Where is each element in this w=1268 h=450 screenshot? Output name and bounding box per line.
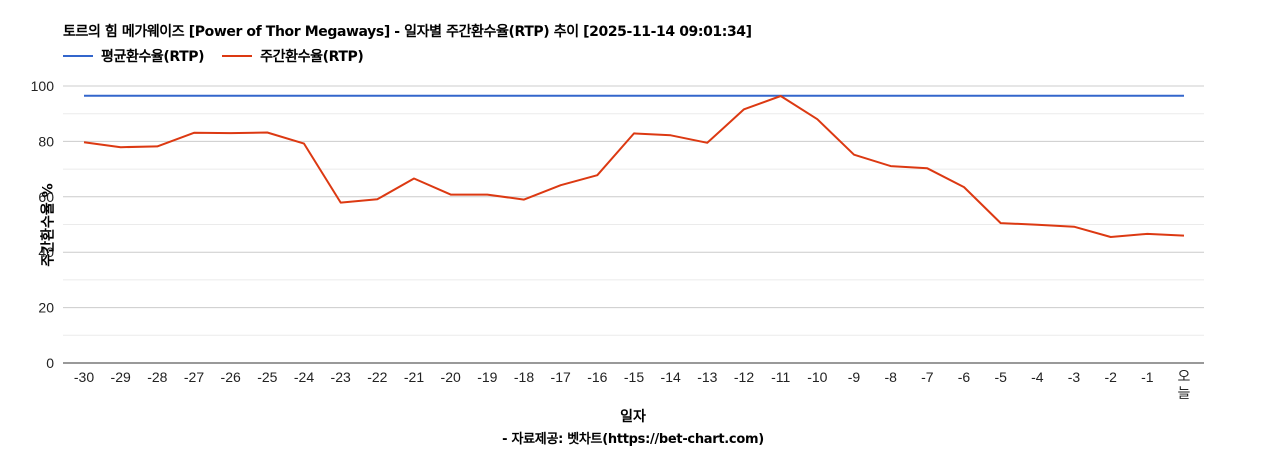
y-axis-ticks: 0 20 40 60 80 100 [31, 78, 55, 371]
y-tick-label: 80 [38, 133, 54, 149]
x-axis-label: 일자 [620, 409, 646, 425]
legend-swatch-average-icon [63, 55, 93, 57]
data-source-credit: - 자료제공: 벳차트(https://bet-chart.com) [502, 432, 764, 447]
x-tick-label: -12 [734, 369, 754, 385]
x-axis-ticks: -30 -29 -28 -27 -26 -25 -24 -23 -22 -21 -20 -19 -18 -… [74, 369, 1191, 402]
x-tick-label: -17 [551, 369, 571, 385]
y-axis-label: 주간환수율 % [40, 183, 57, 267]
x-tick-label: -21 [404, 369, 424, 385]
y-tick-label: 40 [38, 244, 54, 260]
x-tick-label: -11 [771, 369, 790, 385]
x-tick-label: -27 [184, 369, 204, 385]
x-tick-label: -9 [848, 369, 861, 385]
legend-item-weekly-rtp[interactable]: 주간환수율(RTP) [222, 46, 364, 66]
legend-swatch-weekly-icon [222, 55, 253, 57]
y-tick-label: 100 [31, 78, 55, 94]
x-tick-label: -13 [697, 369, 717, 385]
x-tick-label: -20 [441, 369, 461, 385]
x-tick-label: -23 [331, 369, 351, 385]
x-tick-label: -8 [884, 369, 897, 385]
legend-label-weekly: 주간환수율(RTP) [260, 49, 364, 65]
x-tick-label: -30 [74, 369, 94, 385]
x-tick-label: -18 [514, 369, 534, 385]
chart-legend: 평균환수율(RTP) 주간환수율(RTP) [63, 46, 381, 66]
x-tick-label: -10 [807, 369, 827, 385]
x-tick-label: -14 [661, 369, 681, 385]
x-tick-label: -22 [367, 369, 387, 385]
y-tick-label: 60 [38, 189, 54, 205]
data-lines [83, 94, 1185, 238]
x-tick-label: -5 [994, 369, 1007, 385]
x-tick-label: -26 [221, 369, 241, 385]
x-tick-label: -1 [1141, 369, 1154, 385]
y-tick-label: 0 [46, 355, 54, 371]
y-tick-label: 20 [38, 300, 54, 316]
x-tick-label: -6 [958, 369, 971, 385]
x-tick-label: -19 [477, 369, 497, 385]
legend-label-average: 평균환수율(RTP) [101, 49, 205, 65]
x-tick-label: -15 [624, 369, 644, 385]
x-tick-label: -24 [294, 369, 314, 385]
series-line-weekly-rtp[interactable] [83, 95, 1185, 238]
chart-title: 토르의 힘 메가웨이즈 [Power of Thor Megaways] - 일… [63, 24, 752, 40]
gridlines [63, 85, 1204, 364]
legend-item-average-rtp[interactable]: 평균환수율(RTP) [63, 46, 205, 66]
x-tick-label: 오 [1178, 369, 1191, 385]
x-tick-label: -29 [111, 369, 131, 385]
x-tick-label: 늘 [1178, 386, 1191, 402]
x-tick-label: -25 [257, 369, 277, 385]
x-tick-label: -28 [147, 369, 167, 385]
x-tick-label: -7 [921, 369, 934, 385]
x-tick-label: -3 [1068, 369, 1081, 385]
x-tick-label: -2 [1104, 369, 1117, 385]
x-tick-label: -4 [1031, 369, 1044, 385]
x-tick-label: -16 [587, 369, 607, 385]
